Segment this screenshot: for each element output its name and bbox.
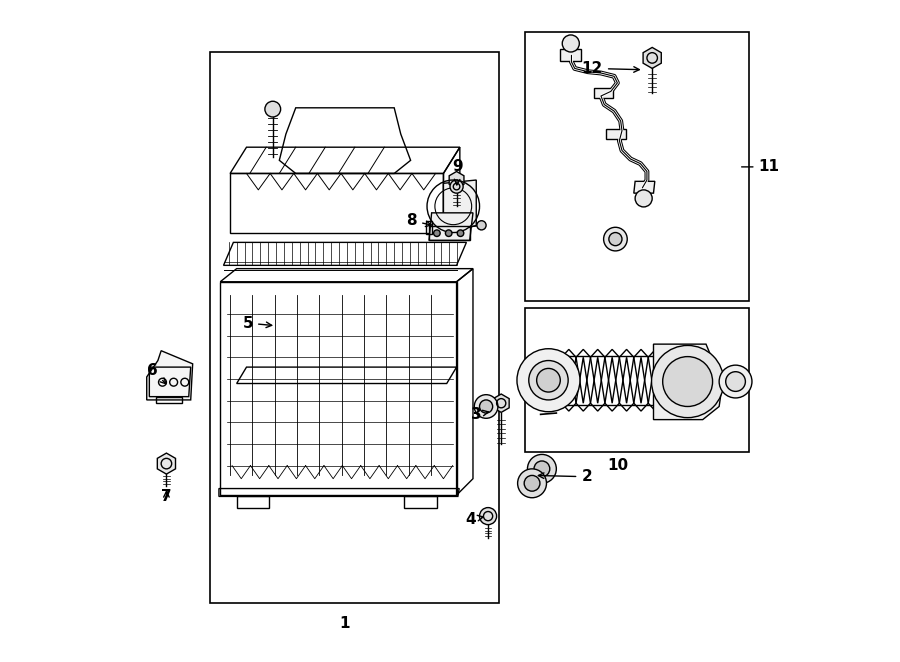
Circle shape (534, 461, 550, 477)
Text: 12: 12 (581, 61, 639, 76)
Polygon shape (147, 351, 193, 400)
Text: 3: 3 (471, 407, 489, 422)
Bar (526, 32, 749, 301)
Text: 9: 9 (453, 160, 464, 185)
Text: 7: 7 (161, 489, 172, 504)
Text: 6: 6 (147, 363, 166, 384)
Circle shape (604, 227, 627, 251)
Circle shape (434, 230, 440, 236)
Text: 11: 11 (742, 160, 779, 174)
Text: 8: 8 (407, 213, 431, 228)
Polygon shape (158, 453, 176, 474)
Circle shape (527, 454, 556, 483)
Circle shape (719, 365, 752, 398)
Circle shape (457, 230, 464, 236)
Text: 2: 2 (538, 469, 592, 484)
Circle shape (536, 369, 561, 392)
Polygon shape (449, 171, 464, 189)
Polygon shape (493, 394, 509, 412)
Circle shape (517, 349, 580, 412)
Circle shape (529, 361, 568, 400)
Text: 5: 5 (242, 316, 272, 330)
Polygon shape (429, 213, 473, 240)
Circle shape (725, 371, 745, 391)
Circle shape (518, 469, 546, 498)
Circle shape (474, 395, 498, 418)
Polygon shape (644, 48, 662, 68)
Circle shape (562, 35, 580, 52)
Polygon shape (653, 344, 723, 420)
Circle shape (477, 220, 486, 230)
Circle shape (265, 101, 281, 117)
Circle shape (635, 190, 652, 207)
Bar (526, 308, 749, 452)
Circle shape (652, 346, 724, 418)
Polygon shape (594, 88, 613, 98)
Polygon shape (607, 129, 625, 138)
Circle shape (446, 230, 452, 236)
Bar (211, 52, 500, 604)
Circle shape (480, 400, 492, 413)
Circle shape (609, 232, 622, 246)
Circle shape (524, 475, 540, 491)
Circle shape (480, 508, 497, 525)
Circle shape (450, 180, 464, 193)
Text: 1: 1 (339, 616, 350, 631)
Text: 10: 10 (607, 458, 628, 473)
Polygon shape (444, 180, 476, 229)
Text: 4: 4 (465, 512, 483, 527)
Circle shape (662, 357, 713, 406)
Polygon shape (561, 49, 581, 60)
Polygon shape (634, 181, 655, 193)
